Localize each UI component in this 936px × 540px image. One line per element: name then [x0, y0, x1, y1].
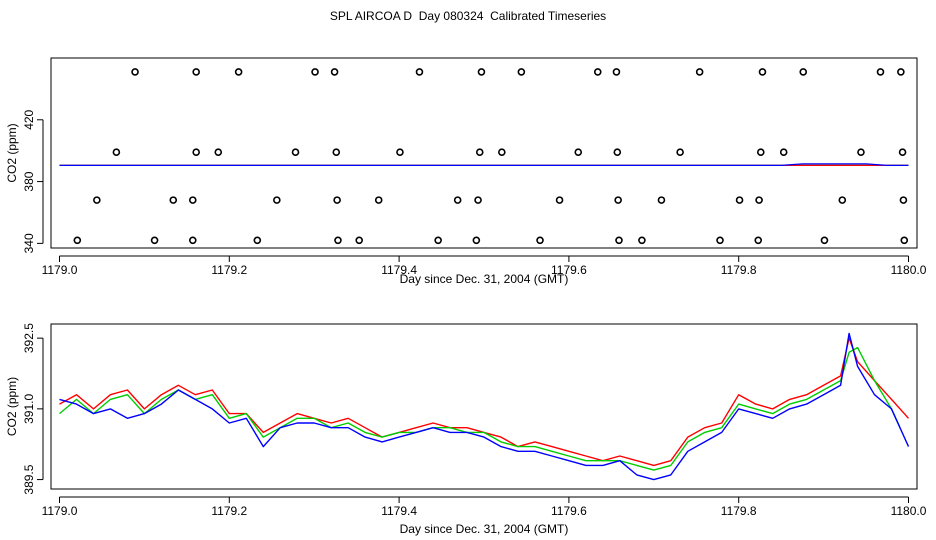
data-marker	[716, 236, 724, 245]
data-marker	[900, 236, 909, 245]
x-tick-label: 1179.4	[381, 263, 417, 277]
data-marker	[754, 236, 763, 245]
x-axis-title: Day since Dec. 31, 2004 (GMT)	[400, 522, 569, 536]
data-marker	[838, 196, 847, 204]
data-marker	[857, 148, 865, 157]
data-marker	[188, 236, 197, 245]
data-marker	[517, 68, 526, 76]
data-marker	[735, 196, 744, 204]
data-marker	[676, 148, 684, 157]
x-tick-label: 1179.2	[211, 504, 247, 518]
data-marker	[612, 68, 621, 76]
data-marker	[253, 236, 262, 245]
x-tick-label: 1179.4	[381, 504, 417, 518]
data-marker	[593, 68, 602, 76]
data-marker	[332, 148, 341, 157]
y-tick-label: 392.5	[22, 323, 36, 353]
data-marker	[899, 196, 908, 204]
data-marker	[93, 196, 101, 204]
series-line-3	[59, 332, 910, 481]
y-axis-title: CO2 (ppm)	[5, 377, 19, 436]
x-tick-label: 1179.8	[721, 504, 757, 518]
series-line-2	[59, 346, 901, 471]
data-marker	[614, 196, 622, 204]
data-marker	[758, 68, 767, 76]
data-marker	[333, 196, 341, 204]
data-marker	[355, 236, 363, 245]
data-marker	[695, 68, 704, 76]
data-marker	[192, 148, 200, 157]
data-marker	[396, 148, 404, 157]
y-tick-label: 391.0	[22, 394, 36, 424]
data-marker	[615, 236, 623, 245]
data-marker	[334, 236, 342, 245]
data-marker	[472, 236, 481, 245]
data-marker	[131, 68, 139, 76]
data-marker	[638, 236, 646, 245]
x-axis-title: Day since Dec. 31, 2004 (GMT)	[400, 272, 569, 286]
data-marker	[415, 68, 424, 76]
data-marker	[453, 196, 462, 204]
data-marker	[311, 68, 319, 76]
y-tick-label: 389.5	[22, 464, 36, 494]
data-marker	[756, 148, 765, 157]
data-marker	[799, 68, 808, 76]
data-marker	[898, 148, 907, 157]
data-marker	[188, 196, 197, 204]
series-line-1	[59, 337, 910, 467]
data-marker	[475, 148, 484, 157]
data-marker	[112, 148, 121, 157]
data-marker	[555, 196, 564, 204]
data-marker	[779, 148, 788, 157]
x-tick-label: 1179.0	[42, 504, 78, 518]
data-marker	[150, 236, 159, 245]
y-tick-label: 380	[22, 171, 36, 191]
page-title: SPL AIRCOA D Day 080324 Calibrated Times…	[329, 9, 607, 23]
series-line-blue	[59, 163, 909, 166]
x-tick-label: 1180.0	[891, 263, 927, 277]
data-marker	[820, 236, 829, 245]
data-marker	[474, 196, 482, 204]
data-marker	[214, 148, 223, 157]
data-marker	[273, 196, 281, 204]
data-marker	[477, 68, 486, 76]
y-tick-label: 340	[22, 233, 36, 253]
data-marker	[755, 196, 763, 204]
data-marker	[876, 68, 885, 76]
plot-frame	[50, 323, 918, 490]
panel-2: 1179.0 1179.2 1179.4 1179.6 1179.8 1180.0 389.…	[5, 323, 927, 536]
data-marker	[291, 148, 300, 157]
data-marker	[374, 196, 383, 204]
x-tick-label: 1179.6	[551, 263, 587, 277]
x-tick-label: 1179.6	[551, 504, 587, 518]
data-marker	[498, 148, 506, 157]
x-tick-label: 1179.8	[721, 263, 757, 277]
y-tick-label: 420	[22, 109, 36, 129]
x-tick-label: 1179.0	[42, 263, 78, 277]
data-marker	[897, 68, 905, 76]
data-marker	[73, 236, 82, 245]
x-tick-label: 1179.2	[211, 263, 247, 277]
plot-frame	[50, 57, 918, 249]
data-marker	[657, 196, 666, 204]
data-marker	[434, 236, 442, 245]
data-marker	[192, 68, 200, 76]
data-marker	[536, 236, 544, 245]
panel-1: 1179.0 1179.2 1179.4 1179.6 1179.8 1180.0 340 3…	[5, 57, 927, 286]
data-marker	[613, 148, 622, 157]
y-axis-title: CO2 (ppm)	[5, 123, 19, 182]
data-marker	[234, 68, 243, 76]
data-marker	[574, 148, 583, 157]
x-tick-label: 1180.0	[891, 504, 927, 518]
data-marker	[330, 68, 339, 76]
data-marker	[169, 196, 178, 204]
